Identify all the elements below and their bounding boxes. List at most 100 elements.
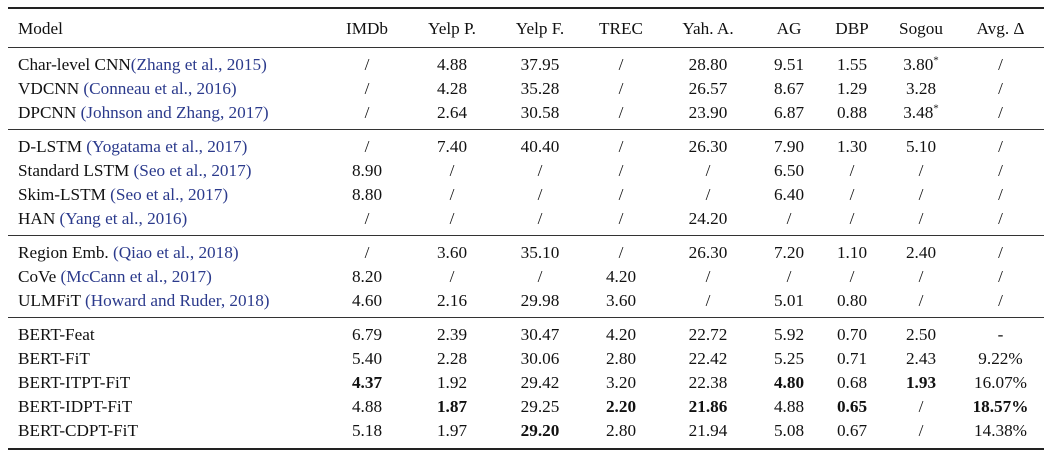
table-row: Region Emb. (Qiao et al., 2018) / 3.60 35.1… <box>8 235 1044 265</box>
model-name: VDCNN <box>18 79 80 98</box>
model-cell: VDCNN (Conneau et al., 2016) <box>8 77 325 101</box>
metric-value: 4.60 <box>351 291 383 310</box>
metric-value: 8.67 <box>773 79 805 98</box>
metric-value: 24.20 <box>688 209 728 228</box>
metric-cell-ag: 5.25 <box>759 347 819 371</box>
metric-value: 14.38% <box>974 421 1027 440</box>
metric-value: - <box>997 325 1004 344</box>
model-citation-link[interactable]: (Johnson and Zhang, 2017) <box>80 103 269 122</box>
metric-value: / <box>449 267 455 286</box>
table-row: Skim-LSTM (Seo et al., 2017) 8.80 / / / / 6.40… <box>8 183 1044 207</box>
metric-cell-sogou: / <box>885 289 957 318</box>
metric-cell-sogou: 1.93 <box>885 371 957 395</box>
metric-value: 2.28 <box>436 349 468 368</box>
model-citation-link[interactable]: (Qiao et al., 2018) <box>113 243 239 262</box>
metric-cell-sogou: / <box>885 159 957 183</box>
model-cell: HAN (Yang et al., 2016) <box>8 207 325 236</box>
metric-cell-yelp-f: 37.95 <box>495 48 585 78</box>
results-table: Model IMDb Yelp P. Yelp F. TREC Yah. A. … <box>8 7 1044 450</box>
footnote-marker: * <box>933 102 939 115</box>
metric-cell-dbp: / <box>819 159 885 183</box>
metric-value: 1.92 <box>436 373 468 392</box>
metric-cell-yelp-f: 35.28 <box>495 77 585 101</box>
metric-value: 21.86 <box>688 397 728 416</box>
metric-value: 3.28 <box>905 79 937 98</box>
model-citation-link[interactable]: (Zhang et al., 2015) <box>130 55 267 74</box>
metric-value: / <box>998 243 1003 262</box>
metric-value: 40.40 <box>520 137 560 156</box>
metric-value: 5.10 <box>905 137 937 156</box>
metric-cell-imdb: 5.18 <box>325 419 409 450</box>
metric-value: 22.72 <box>688 325 728 344</box>
metric-value: / <box>918 209 924 228</box>
metric-cell-trec: 2.80 <box>585 419 657 450</box>
metric-cell-ag: 4.88 <box>759 395 819 419</box>
model-name: BERT-Feat <box>18 325 95 344</box>
metric-cell-yelp-f: 30.47 <box>495 317 585 347</box>
metric-cell-yah-a: 22.38 <box>657 371 759 395</box>
metric-value: / <box>918 185 924 204</box>
model-citation-link[interactable]: (Yogatama et al., 2017) <box>86 137 248 156</box>
metric-cell-trec: / <box>585 77 657 101</box>
model-cell: BERT-Feat <box>8 317 325 347</box>
metric-value: 4.20 <box>605 325 637 344</box>
metric-cell-yah-a: 22.42 <box>657 347 759 371</box>
metric-value: 9.22% <box>978 349 1023 368</box>
metric-value: 4.88 <box>351 397 383 416</box>
metric-cell-sogou: / <box>885 265 957 289</box>
metric-value: 6.87 <box>773 103 805 122</box>
model-cell: Standard LSTM (Seo et al., 2017) <box>8 159 325 183</box>
metric-cell-dbp: 0.71 <box>819 347 885 371</box>
model-citation-link[interactable]: (Seo et al., 2017) <box>110 185 229 204</box>
model-citation-link[interactable]: (Seo et al., 2017) <box>133 161 252 180</box>
metric-cell-yah-a: / <box>657 289 759 318</box>
metric-value: / <box>998 137 1003 156</box>
metric-cell-yelp-p: 2.28 <box>409 347 495 371</box>
metric-cell-yelp-f: 35.10 <box>495 235 585 265</box>
footnote-marker: * <box>933 54 939 67</box>
metric-value: / <box>998 79 1003 98</box>
table-group-0: Char-level CNN(Zhang et al., 2015) / 4.88 3… <box>8 48 1044 130</box>
metric-value: 35.28 <box>520 79 560 98</box>
metric-cell-dbp: 0.88 <box>819 101 885 130</box>
metric-cell-trec: / <box>585 183 657 207</box>
model-citation-link[interactable]: (Yang et al., 2016) <box>59 209 188 228</box>
metric-cell-imdb: 4.60 <box>325 289 409 318</box>
metric-value: 22.38 <box>688 373 728 392</box>
metric-cell-imdb: 5.40 <box>325 347 409 371</box>
metric-cell-yelp-p: 1.87 <box>409 395 495 419</box>
model-citation-link[interactable]: (McCann et al., 2017) <box>60 267 212 286</box>
metric-value: 26.30 <box>688 137 728 156</box>
metric-value: 5.18 <box>351 421 383 440</box>
model-name: D-LSTM <box>18 137 82 156</box>
table-group-2: Region Emb. (Qiao et al., 2018) / 3.60 35.1… <box>8 235 1044 318</box>
column-header-imdb: IMDb <box>325 7 409 48</box>
metric-value: 5.25 <box>773 349 805 368</box>
metric-cell-avg: / <box>957 101 1044 130</box>
metric-value: 2.20 <box>605 397 637 416</box>
metric-value: 1.29 <box>836 79 868 98</box>
metric-value: 6.79 <box>351 325 383 344</box>
metric-value: / <box>998 161 1003 180</box>
metric-value: / <box>705 291 711 310</box>
metric-cell-imdb: / <box>325 48 409 78</box>
metric-cell-imdb: / <box>325 235 409 265</box>
metric-value: / <box>449 185 455 204</box>
metric-cell-yelp-f: / <box>495 183 585 207</box>
metric-cell-avg: / <box>957 265 1044 289</box>
metric-cell-yah-a: / <box>657 265 759 289</box>
metric-value: 0.67 <box>836 421 868 440</box>
model-citation-link[interactable]: (Conneau et al., 2016) <box>83 79 237 98</box>
metric-cell-dbp: / <box>819 265 885 289</box>
metric-cell-yelp-p: 3.60 <box>409 235 495 265</box>
metric-value: 2.50 <box>905 325 937 344</box>
metric-cell-avg: / <box>957 48 1044 78</box>
metric-cell-trec: 2.80 <box>585 347 657 371</box>
metric-cell-yah-a: 26.57 <box>657 77 759 101</box>
metric-value: 4.88 <box>773 397 805 416</box>
metric-value: 7.20 <box>773 243 805 262</box>
model-name: CoVe <box>18 267 57 286</box>
model-cell: Skim-LSTM (Seo et al., 2017) <box>8 183 325 207</box>
model-citation-link[interactable]: (Howard and Ruder, 2018) <box>85 291 270 310</box>
metric-cell-yah-a: / <box>657 159 759 183</box>
